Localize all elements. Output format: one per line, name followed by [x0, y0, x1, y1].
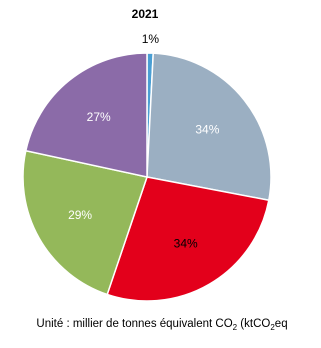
unit-caption-mid: (ktCO [237, 318, 270, 330]
pie-slice-3 [22, 149, 148, 296]
unit-caption-main: Unité : millier de tonnes équivalent CO [36, 318, 232, 330]
unit-caption-sub2: 2 [270, 323, 275, 332]
unit-caption: Unité : millier de tonnes équivalent CO2… [36, 318, 287, 332]
pie-slice-label-1: 34% [195, 123, 219, 137]
pie-slice-label-4: 27% [87, 110, 111, 124]
pie-slice-label-3: 29% [68, 208, 92, 222]
pie-slice-label-0: 1% [142, 32, 160, 46]
pie-slice-1 [146, 52, 272, 202]
pie-slice-2 [106, 176, 270, 302]
unit-caption-sub1: 2 [233, 323, 238, 332]
pie-slices [22, 52, 272, 302]
pie-slice-label-2: 34% [174, 236, 198, 250]
chart-title: 2021 [132, 7, 159, 21]
unit-caption-end: eq [275, 318, 288, 330]
pie-labels: 1% 34% 34% 29% 27% [68, 32, 220, 250]
pie-slice-4 [24, 52, 148, 178]
